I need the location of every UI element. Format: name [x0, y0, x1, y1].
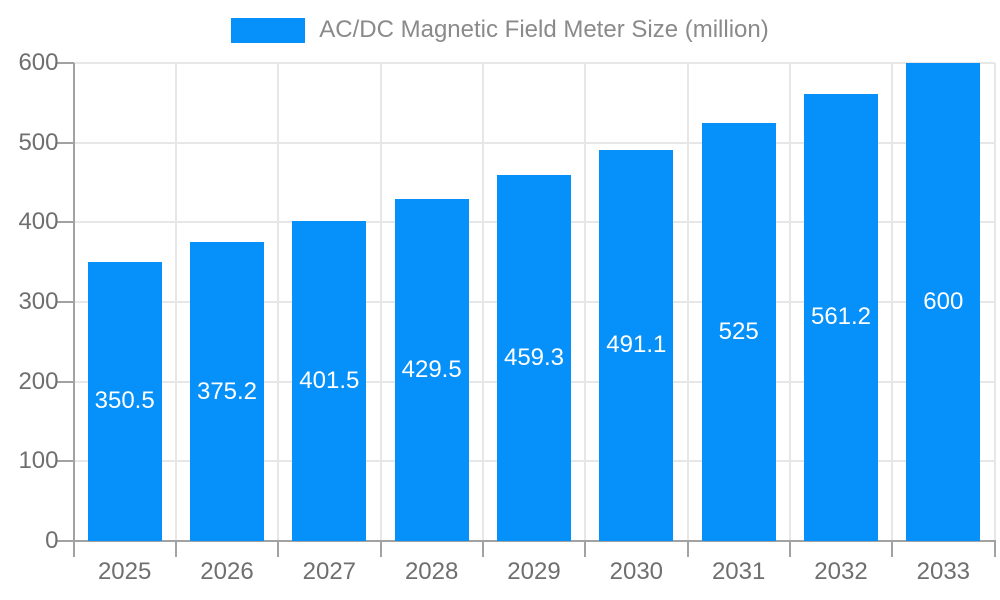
bar-value-label: 401.5	[299, 367, 360, 395]
legend[interactable]: AC/DC Magnetic Field Meter Size (million…	[0, 17, 1000, 43]
x-gridline	[993, 63, 996, 541]
y-tick	[55, 460, 74, 463]
x-tick	[686, 541, 689, 557]
x-gridline	[891, 63, 894, 541]
bar-2033[interactable]: 600	[906, 63, 981, 541]
y-gridline	[73, 62, 995, 64]
x-tick-label: 2028	[404, 558, 459, 585]
y-axis-line	[72, 63, 75, 541]
x-gridline	[788, 63, 791, 541]
y-tick-label: 600	[18, 49, 59, 76]
bar-2029[interactable]: 459.3	[497, 175, 571, 541]
bar-2027[interactable]: 401.5	[292, 221, 367, 541]
x-gridline	[481, 63, 484, 541]
bar-2028[interactable]: 429.5	[394, 198, 469, 541]
x-tick	[788, 541, 791, 557]
x-tick	[481, 541, 484, 557]
y-tick	[55, 221, 74, 224]
bar-2026[interactable]: 375.2	[190, 242, 264, 541]
y-gridline	[73, 141, 995, 144]
x-tick	[993, 541, 996, 557]
bar-value-label: 600	[923, 288, 964, 315]
y-tick-label: 100	[18, 447, 59, 475]
bar-2030[interactable]: 491.1	[599, 149, 674, 541]
x-gridline	[686, 63, 689, 541]
bar-2032[interactable]: 561.2	[804, 93, 878, 541]
x-tick-label: 2026	[200, 558, 254, 585]
x-tick-label: 2031	[711, 558, 766, 585]
bar-value-label: 561.2	[810, 303, 872, 331]
y-tick-label: 200	[18, 367, 59, 395]
bar-value-label: 491.1	[606, 331, 667, 359]
y-tick	[55, 540, 74, 542]
x-tick	[584, 541, 587, 557]
x-gridline	[174, 63, 177, 541]
x-axis-line	[72, 540, 996, 542]
y-tick-label: 500	[18, 128, 59, 156]
bar-value-label: 375.2	[196, 377, 258, 405]
y-tick	[55, 141, 74, 144]
x-gridline	[277, 63, 280, 541]
y-tick	[55, 62, 74, 64]
bar-2025[interactable]: 350.5	[87, 261, 162, 541]
x-tick	[891, 541, 894, 557]
bar-2031[interactable]: 525	[701, 122, 776, 541]
y-tick-label: 300	[18, 288, 59, 315]
x-tick-label: 2027	[302, 558, 357, 585]
x-tick	[277, 541, 280, 557]
x-gridline	[379, 63, 382, 541]
y-tick	[55, 380, 74, 383]
x-tick-label: 2033	[916, 558, 971, 585]
x-gridline	[584, 63, 587, 541]
bar-value-label: 429.5	[401, 355, 462, 383]
legend-swatch	[231, 17, 306, 43]
bar-value-label: 459.3	[503, 344, 565, 372]
x-tick-label: 2030	[609, 558, 664, 585]
x-tick-label: 2029	[507, 558, 561, 585]
bar-value-label: 350.5	[94, 387, 155, 415]
legend-label: AC/DC Magnetic Field Meter Size (million…	[319, 16, 769, 43]
y-tick-label: 0	[45, 527, 59, 554]
y-tick-label: 400	[18, 208, 59, 236]
x-tick	[174, 541, 177, 557]
x-tick-label: 2025	[97, 558, 152, 585]
bar-value-label: 525	[718, 317, 759, 345]
x-tick	[379, 541, 382, 557]
x-tick	[72, 541, 75, 557]
y-tick	[55, 301, 74, 303]
x-tick-label: 2032	[814, 558, 868, 585]
